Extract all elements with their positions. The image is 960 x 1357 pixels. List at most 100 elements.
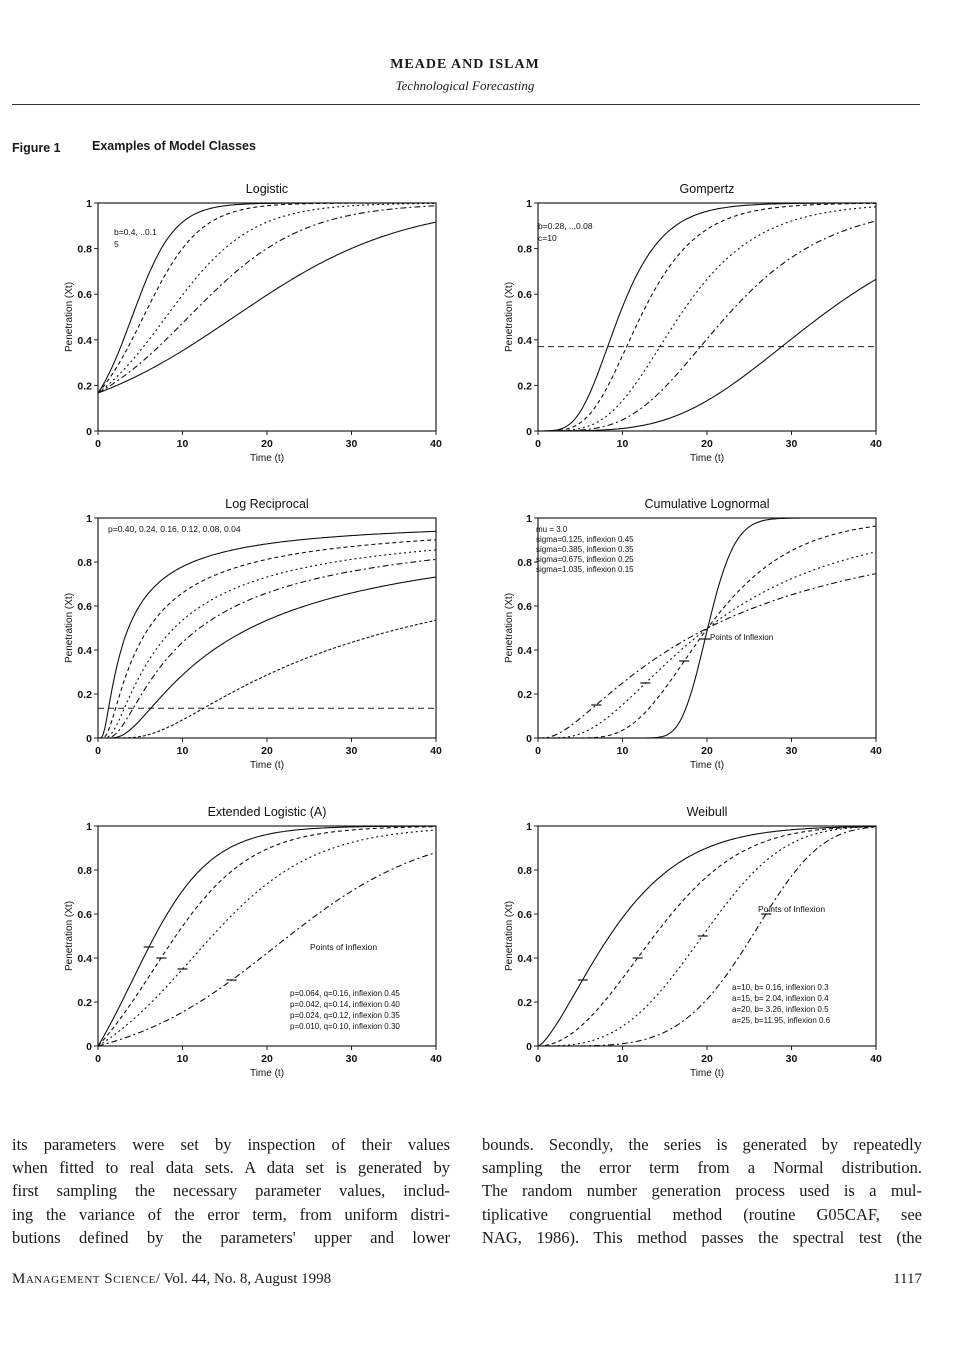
series-line-a-10 — [537, 825, 876, 1047]
y-axis-label: Penetration (Xt) — [504, 282, 515, 352]
chart-title: Log Reciprocal — [225, 497, 308, 511]
annotation: a=25, b=11.95, inflexion 0.6 — [732, 1016, 831, 1025]
body-line: bounds. Secondly, the series is generate… — [482, 1135, 922, 1154]
x-tick-label: 20 — [701, 1053, 713, 1065]
y-axis-label: Penetration (Xt) — [504, 593, 515, 663]
annotation: p=0.064, q=0.16, inflexion 0.45 — [290, 989, 400, 998]
chart-title: Weibull — [687, 805, 728, 819]
y-tick-label: 1 — [86, 513, 92, 525]
figure-caption: Examples of Model Classes — [92, 139, 256, 153]
x-tick-label: 10 — [177, 438, 189, 450]
figure-label-text: Figure 1 — [12, 141, 61, 155]
x-tick-label: 10 — [617, 745, 629, 757]
y-tick-label: 0 — [86, 426, 92, 438]
x-tick-label: 10 — [617, 1053, 629, 1065]
body-line: sampling the error term from a Normal di… — [482, 1158, 922, 1178]
annotation: mu = 3.0 — [536, 525, 568, 534]
running-head-subtitle: Technological Forecasting — [395, 78, 535, 93]
body-line: its parameters were set by inspection of… — [12, 1135, 450, 1154]
y-tick-label: 0.8 — [517, 865, 532, 877]
y-tick-label: 0.8 — [77, 557, 92, 569]
annotation: c=10 — [538, 233, 557, 243]
annotation: a=20, b= 3.26, inflexion 0.5 — [732, 1005, 829, 1014]
series-line-sigma-1-035 — [538, 573, 877, 739]
y-tick-label: 0.4 — [77, 335, 92, 347]
annotation: p=0.024, q=0.12, inflexion 0.35 — [290, 1011, 400, 1020]
page-number: 1117 — [893, 1271, 922, 1287]
body-line: butions defined by the parameters' upper… — [12, 1227, 450, 1247]
body-text-left-column: its parameters were set by inspection of… — [12, 1133, 450, 1249]
y-tick-label: 0.6 — [77, 289, 92, 301]
x-tick-label: 30 — [346, 745, 358, 757]
x-tick-label: 30 — [346, 438, 358, 450]
chart-title: Extended Logistic (A) — [208, 805, 327, 819]
x-tick-label: 40 — [870, 1053, 882, 1065]
y-tick-label: 0 — [86, 733, 92, 745]
y-tick-label: 0.6 — [77, 909, 92, 921]
y-tick-label: 0.2 — [517, 689, 532, 701]
chart-title: Cumulative Lognormal — [644, 497, 769, 511]
plot-frame — [97, 517, 437, 739]
x-axis-label: Time (t) — [690, 453, 724, 464]
y-tick-label: 0.4 — [517, 645, 532, 657]
x-tick-label: 40 — [870, 438, 882, 450]
body-line: ing the variance of the error term, from… — [12, 1204, 450, 1224]
x-axis-label: Time (t) — [250, 453, 284, 464]
series-line-b-0-08 — [538, 278, 877, 432]
series-line-p-0-042 — [97, 826, 436, 1047]
x-tick-label: 0 — [95, 438, 101, 450]
y-axis-label: Penetration (Xt) — [64, 901, 75, 971]
x-tick-label: 10 — [177, 745, 189, 757]
body-line: first sampling the necessary parameter v… — [12, 1181, 450, 1201]
y-tick-label: 0.4 — [517, 953, 532, 965]
annotation: p=0.010, q=0.10, inflexion 0.30 — [290, 1022, 400, 1031]
body-line: The random number generation process use… — [482, 1181, 922, 1201]
body-line: NAG, 1986). This method passes the spect… — [482, 1227, 922, 1247]
x-axis-label: Time (t) — [250, 760, 284, 771]
inflexion-label: Points of Inflexion — [758, 904, 825, 914]
x-tick-label: 10 — [177, 1053, 189, 1065]
y-tick-label: 0.2 — [77, 997, 92, 1009]
y-tick-label: 1 — [86, 198, 92, 210]
annotation: p=0.042, q=0.14, inflexion 0.40 — [290, 1000, 400, 1009]
x-axis-label: Time (t) — [690, 1068, 724, 1079]
x-tick-label: 40 — [430, 1053, 442, 1065]
x-tick-label: 20 — [701, 438, 713, 450]
series-line-b-0-3 — [97, 202, 436, 394]
series-line-a-20 — [538, 825, 877, 1047]
x-tick-label: 30 — [786, 438, 798, 450]
series-line-b-0-16 — [538, 206, 877, 432]
figure-caption-text: Examples of Model Classes — [92, 139, 256, 153]
header-rule — [12, 104, 920, 105]
x-tick-label: 0 — [535, 1053, 541, 1065]
y-axis-label: Penetration (Xt) — [64, 282, 75, 352]
series-line-p-0-04 — [98, 619, 437, 739]
annotation: a=10, b= 0.16, inflexion 0.3 — [732, 983, 829, 992]
y-tick-label: 0.6 — [517, 289, 532, 301]
y-tick-label: 1 — [86, 821, 92, 833]
series-line-b-0-28 — [538, 202, 876, 432]
y-tick-label: 0.8 — [517, 244, 532, 256]
chart-log-reciprocal: Log Reciprocal 0 10 20 30 40 0 0.2 0.4 0.6 0.8 1 Tim… — [64, 497, 442, 771]
y-tick-label: 0.4 — [77, 645, 92, 657]
x-axis-label: Time (t) — [690, 760, 724, 771]
x-tick-label: 0 — [95, 1053, 101, 1065]
y-tick-label: 1 — [526, 513, 532, 525]
plot-frame — [97, 202, 437, 432]
annotation: a=15, b= 2.04, inflexion 0.4 — [732, 994, 829, 1003]
series-line-a-25 — [538, 826, 877, 1047]
y-tick-label: 1 — [526, 821, 532, 833]
y-tick-label: 0.2 — [77, 380, 92, 392]
series-line-p-0-12 — [98, 558, 437, 739]
series-line-p-0-08 — [98, 576, 437, 739]
y-tick-label: 0.8 — [77, 244, 92, 256]
figure-label: Figure 1 — [12, 141, 61, 155]
chart-cumulative-lognormal: Cumulative Lognormal 0 10 20 30 40 0 0.2 0.4 0.6 0… — [504, 497, 882, 771]
chart-title: Gompertz — [680, 182, 735, 196]
series-line-b-0-1 — [97, 221, 437, 394]
footer-volume: / Vol. 44, No. 8, August 1998 — [155, 1271, 332, 1287]
x-tick-label: 40 — [430, 745, 442, 757]
annotation: sigma=0.125, inflexion 0.45 — [536, 535, 634, 544]
body-line: tiplicative congruential method (routine… — [482, 1204, 922, 1224]
y-tick-label: 0 — [526, 733, 532, 745]
